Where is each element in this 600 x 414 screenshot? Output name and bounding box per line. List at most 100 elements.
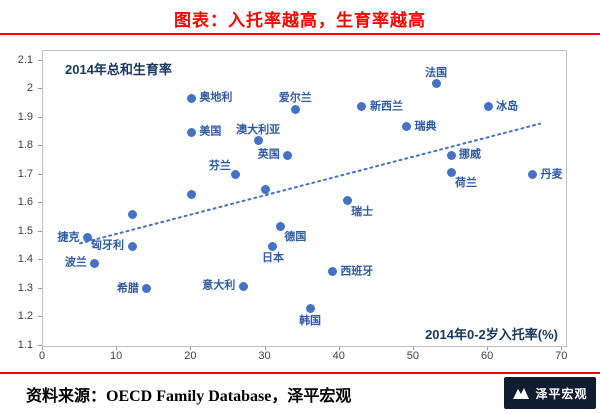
x-axis-tick-mark bbox=[116, 346, 118, 350]
y-axis-tick-mark bbox=[38, 230, 42, 232]
y-axis-tick-label: 1.2 bbox=[17, 310, 33, 323]
data-point-匈牙利 bbox=[127, 241, 137, 251]
x-axis-tick-label: 40 bbox=[332, 350, 345, 362]
plot-area: 2014年总和生育率 2014年0-2岁入托率(%) 捷克波兰 匈牙利希腊 奥地利美… bbox=[42, 50, 567, 347]
y-axis-tick-mark bbox=[38, 202, 42, 204]
data-point bbox=[127, 210, 137, 220]
y-axis-tick-mark bbox=[38, 88, 42, 90]
y-axis-tick-mark bbox=[38, 116, 42, 118]
brand-logo-text: 泽平宏观 bbox=[535, 386, 588, 401]
data-point-瑞典 bbox=[402, 122, 411, 132]
data-point-美国 bbox=[186, 127, 196, 137]
data-point-label: 英国 bbox=[257, 148, 280, 161]
data-point-冰岛 bbox=[483, 102, 493, 112]
data-point-label: 西班牙 bbox=[340, 265, 374, 278]
footer-divider-line bbox=[0, 372, 600, 374]
data-point-label: 挪威 bbox=[459, 148, 481, 161]
data-point-label: 澳大利亚 bbox=[236, 123, 281, 136]
mountain-logo-icon bbox=[513, 388, 530, 399]
data-point-澳大利亚 bbox=[253, 136, 263, 146]
x-axis-tick-mark bbox=[412, 346, 414, 350]
data-point-label: 爱尔兰 bbox=[278, 92, 312, 105]
data-point-捷克 bbox=[83, 233, 92, 243]
x-axis-tick-label: 60 bbox=[480, 350, 494, 362]
data-point-label: 美国 bbox=[199, 125, 222, 138]
x-axis-tick-mark bbox=[561, 346, 563, 350]
x-axis-tick-label: 10 bbox=[110, 350, 123, 362]
y-axis-tick-label: 1.1 bbox=[17, 339, 33, 351]
data-point-label: 瑞典 bbox=[414, 120, 437, 133]
x-axis-tick-mark bbox=[338, 346, 340, 350]
trendline-dotted bbox=[79, 122, 542, 245]
chart-title: 图表：入托率越高，生育率越高 bbox=[174, 11, 426, 30]
data-point-label: 丹麦 bbox=[540, 168, 563, 181]
y-axis-tick-label: 1.6 bbox=[17, 196, 33, 209]
data-point-label: 韩国 bbox=[299, 314, 322, 327]
y-axis-tick-label: 1.4 bbox=[17, 253, 33, 266]
x-axis-tick-label: 30 bbox=[258, 350, 271, 362]
y-axis-tick-label: 1.3 bbox=[17, 281, 33, 294]
data-point bbox=[186, 190, 196, 200]
data-point-label: 意大利 bbox=[202, 279, 236, 292]
data-point-日本 bbox=[268, 241, 278, 251]
data-point-西班牙 bbox=[327, 267, 337, 277]
y-axis-tick-mark bbox=[38, 59, 42, 61]
y-axis-tick-mark bbox=[38, 345, 42, 346]
trendline bbox=[79, 122, 542, 245]
data-point-label: 德国 bbox=[284, 231, 307, 244]
data-point-丹麦 bbox=[528, 170, 538, 180]
data-point-荷兰 bbox=[446, 167, 456, 177]
x-axis-tick-mark bbox=[264, 346, 266, 350]
data-point-法国 bbox=[431, 79, 441, 89]
y-axis-tick-mark bbox=[38, 287, 42, 289]
title-divider-line bbox=[0, 33, 600, 35]
data-point-label: 波兰 bbox=[64, 256, 87, 269]
x-axis-tick-mark bbox=[42, 346, 43, 350]
data-point-label: 冰岛 bbox=[496, 100, 519, 113]
y-axis-tick-mark bbox=[38, 259, 42, 261]
data-point-label: 捷克 bbox=[57, 231, 80, 244]
data-point-德国 bbox=[275, 221, 285, 231]
data-point-希腊 bbox=[142, 284, 152, 294]
x-axis: 0 10 20 30 40 50 60 70 bbox=[38, 346, 568, 366]
data-point-奥地利 bbox=[186, 93, 196, 103]
data-point-爱尔兰 bbox=[290, 104, 300, 114]
x-axis-tick-label: 70 bbox=[555, 350, 568, 362]
y-axis-tick-label: 1.8 bbox=[17, 139, 33, 152]
data-point-label: 芬兰 bbox=[208, 159, 231, 172]
y-axis-tick-label: 2 bbox=[26, 82, 33, 95]
data-point-label: 奥地利 bbox=[199, 91, 233, 104]
x-axis-tick-label: 20 bbox=[184, 350, 197, 362]
x-axis-tick-label: 0 bbox=[38, 350, 46, 362]
x-axis-tick-label: 50 bbox=[406, 350, 420, 362]
y-axis-tick-label: 1.9 bbox=[17, 110, 33, 123]
y-axis: 2.1 2 1.9 1.8 1.7 1.6 1.5 1.4 1.3 1.2 1.1 bbox=[0, 50, 42, 351]
data-point-芬兰 bbox=[231, 170, 241, 180]
data-point-波兰 bbox=[90, 258, 100, 268]
source-citation: 资料来源：OECD Family Database，泽平宏观 bbox=[26, 388, 352, 405]
y-axis-title: 2014年总和生育率 bbox=[65, 62, 172, 77]
data-point-label: 匈牙利 bbox=[91, 239, 125, 252]
y-axis-tick-label: 1.7 bbox=[17, 167, 33, 180]
x-axis-title: 2014年0-2岁入托率(%) bbox=[425, 327, 558, 342]
data-point bbox=[261, 184, 271, 194]
data-point-label: 法国 bbox=[425, 66, 448, 79]
y-axis-tick-label: 1.5 bbox=[17, 224, 33, 237]
data-point-意大利 bbox=[238, 281, 248, 291]
x-axis-tick-mark bbox=[190, 346, 192, 350]
y-axis-tick-label: 2.1 bbox=[17, 53, 33, 66]
data-point-新西兰 bbox=[357, 102, 367, 112]
y-axis-tick-mark bbox=[38, 316, 42, 318]
data-point-label: 荷兰 bbox=[455, 177, 477, 190]
data-point-英国 bbox=[283, 150, 293, 160]
data-point-label: 新西兰 bbox=[369, 100, 403, 113]
data-point-label: 日本 bbox=[261, 252, 284, 265]
brand-logo: 泽平宏观 bbox=[504, 377, 596, 409]
data-point-瑞士 bbox=[342, 196, 352, 206]
data-point-label: 希腊 bbox=[116, 282, 139, 295]
data-point-label: 瑞士 bbox=[351, 205, 374, 218]
data-point-挪威 bbox=[446, 150, 456, 160]
data-point-韩国 bbox=[305, 304, 315, 314]
y-axis-tick-mark bbox=[38, 173, 42, 175]
